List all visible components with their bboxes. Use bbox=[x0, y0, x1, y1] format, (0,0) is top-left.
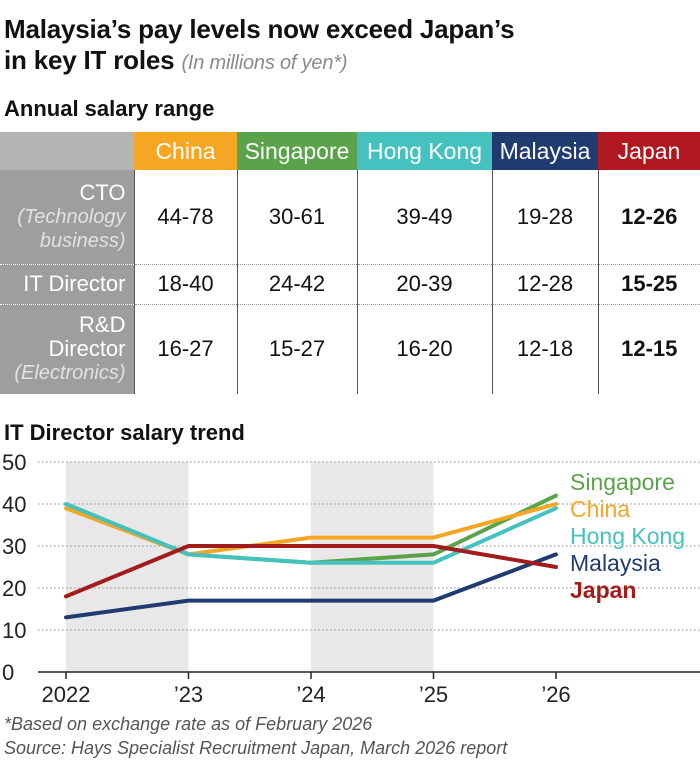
series-label: Malaysia bbox=[570, 550, 661, 576]
y-tick-label: 10 bbox=[2, 618, 26, 643]
row-label-sub: (Technology business) bbox=[17, 205, 126, 252]
x-tick-label: ’25 bbox=[419, 682, 448, 707]
series-line-hong-kong bbox=[64, 502, 558, 565]
shaded-band bbox=[66, 462, 189, 672]
table-cell: 12-15 bbox=[597, 304, 700, 394]
table-cell: 30-61 bbox=[236, 170, 357, 265]
row-label-main: CTO bbox=[79, 179, 126, 205]
table-cell: 44-78 bbox=[133, 170, 237, 265]
table-cell: 16-27 bbox=[133, 304, 237, 394]
table-cell: 12-28 bbox=[491, 264, 598, 305]
table-cell: 16-20 bbox=[356, 304, 492, 394]
x-tick-label: ’23 bbox=[174, 682, 203, 707]
table-cell: 19-28 bbox=[491, 170, 598, 265]
table-cell: 12-18 bbox=[491, 304, 598, 394]
row-label-main: R&D Director bbox=[48, 312, 126, 362]
row-label-sub: (Electronics) bbox=[14, 362, 126, 385]
footnote-exchange-rate: *Based on exchange rate as of February 2… bbox=[4, 714, 373, 734]
column-header-malaysia: Malaysia bbox=[492, 132, 598, 170]
salary-table: China Singapore Hong Kong Malaysia Japan… bbox=[0, 132, 700, 394]
footnote-source: Source: Hays Specialist Recruitment Japa… bbox=[4, 738, 508, 758]
table-cell: 15-25 bbox=[597, 264, 700, 305]
y-axis: 0 10 20 30 40 50 bbox=[2, 452, 26, 685]
table-cell: 39-49 bbox=[356, 170, 492, 265]
table-corner-cell bbox=[0, 132, 134, 170]
title-line-1: Malaysia’s pay levels now exceed Japan’s bbox=[4, 14, 515, 44]
series-label: China bbox=[570, 496, 630, 522]
column-header-japan: Japan bbox=[598, 132, 700, 170]
trend-chart-title: IT Director salary trend bbox=[4, 420, 245, 445]
series-label: Singapore bbox=[570, 469, 675, 495]
x-tick-label: ’24 bbox=[296, 682, 325, 707]
table-row-cto: CTO (Technology business) 44-78 30-61 39… bbox=[0, 170, 700, 265]
series-line-malaysia bbox=[64, 552, 558, 620]
table-row-it-director: IT Director 18-40 24-42 20-39 12-28 15-2… bbox=[0, 264, 700, 305]
y-tick-label: 30 bbox=[2, 534, 26, 559]
column-header-hong-kong: Hong Kong bbox=[357, 132, 492, 170]
x-axis: 2022 ’23 ’24 ’25 ’26 bbox=[38, 671, 700, 707]
shaded-band bbox=[311, 462, 434, 672]
series-lines bbox=[64, 493, 558, 620]
chart-title: Malaysia’s pay levels now exceed Japan’s… bbox=[4, 14, 515, 79]
units-note: (In millions of yen*) bbox=[181, 52, 348, 74]
table-header-row: China Singapore Hong Kong Malaysia Japan bbox=[0, 132, 700, 170]
column-header-singapore: Singapore bbox=[237, 132, 357, 170]
x-tick-label: 2022 bbox=[42, 682, 91, 707]
title-line-2: in key IT roles (In millions of yen*) bbox=[4, 45, 514, 79]
table-cell: 15-27 bbox=[236, 304, 357, 394]
series-label: Hong Kong bbox=[570, 523, 685, 549]
row-label-main: IT Director bbox=[23, 271, 126, 296]
series-line-japan bbox=[64, 544, 558, 599]
y-tick-label: 20 bbox=[2, 576, 26, 601]
table-row-rd-director: R&D Director (Electronics) 16-27 15-27 1… bbox=[0, 304, 700, 394]
table-cell: 24-42 bbox=[236, 264, 357, 305]
column-header-china: China bbox=[134, 132, 237, 170]
y-tick-label: 50 bbox=[2, 452, 26, 475]
y-tick-label: 0 bbox=[2, 660, 14, 685]
series-label: Japan bbox=[570, 577, 636, 603]
salary-table-heading: Annual salary range bbox=[4, 96, 215, 121]
trend-line-chart: 0 10 20 30 40 50 2022 ’23 ’24 ’25 ’26 SingaporeCh… bbox=[2, 452, 700, 707]
y-tick-label: 40 bbox=[2, 492, 26, 517]
shaded-bands bbox=[66, 462, 434, 672]
table-cell: 20-39 bbox=[356, 264, 492, 305]
table-cell: 12-26 bbox=[597, 170, 700, 265]
row-label-rd-director: R&D Director (Electronics) bbox=[0, 304, 134, 394]
title-line-2-text: in key IT roles bbox=[4, 45, 175, 75]
table-cell: 18-40 bbox=[133, 264, 237, 305]
row-label-cto: CTO (Technology business) bbox=[0, 170, 134, 265]
x-tick-label: ’26 bbox=[541, 682, 570, 707]
row-label-it-director: IT Director bbox=[0, 264, 134, 305]
